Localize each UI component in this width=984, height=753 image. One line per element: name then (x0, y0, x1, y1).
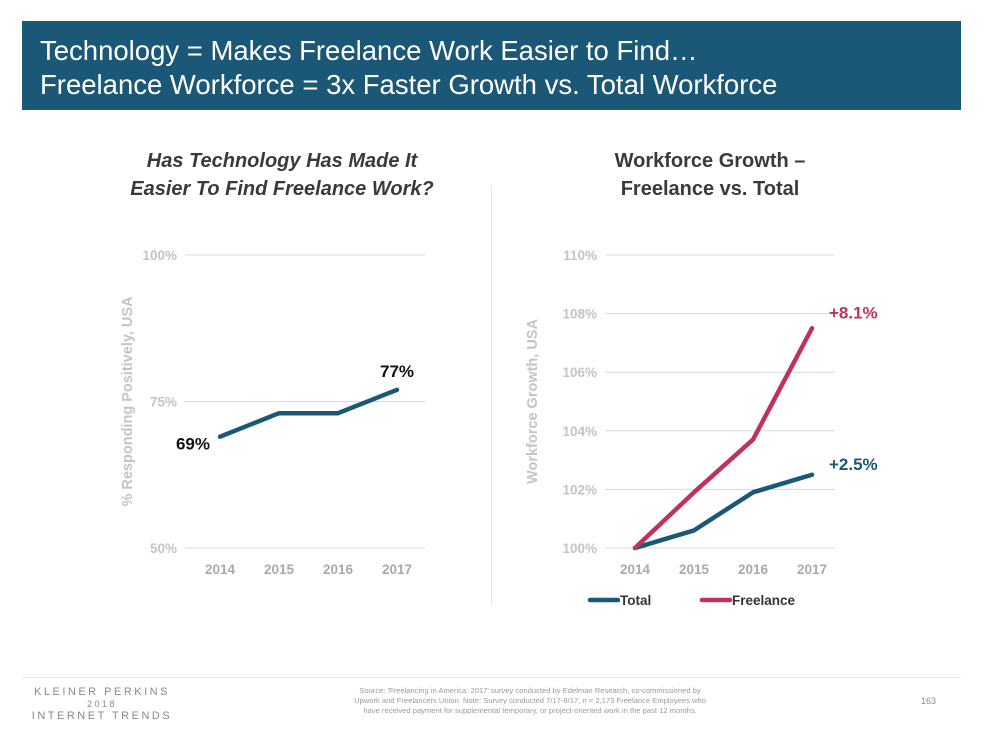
source-note: Source: 'Freelancing in America: 2017' s… (295, 686, 765, 716)
right-value-label-total: +2.5% (829, 455, 878, 474)
right-ytick-label: 110% (563, 248, 597, 263)
left-y-axis-label: % Responding Positively, USA (120, 296, 136, 507)
right-xtick-label: 2017 (797, 562, 827, 577)
right-value-label-freelance: +8.1% (829, 303, 878, 322)
legend-label-freelance: Freelance (732, 593, 796, 608)
right-chart-title-line-2: Freelance vs. Total (620, 178, 800, 200)
left-chart: 50% 75% 100% 2014 2015 2016 2017 % Responding P… (120, 248, 425, 577)
header-banner: Technology = Makes Freelance Work Easier… (22, 21, 961, 110)
left-ytick-label: 50% (150, 541, 177, 556)
right-y-axis-label: Workforce Growth, USA (525, 319, 541, 484)
brand-line-1: KLEINER PERKINS (34, 686, 170, 698)
left-chart-title: Has Technology Has Made It Easier To Fin… (92, 147, 472, 203)
brand-line-3: INTERNET TRENDS (31, 710, 173, 722)
header-line-2: Freelance Workforce = 3x Faster Growth v… (40, 69, 778, 100)
source-line-2: Upwork and Freelancers Union. Note: Surv… (354, 696, 706, 705)
left-xtick-label: 2014 (205, 562, 236, 577)
left-start-value-label: 69% (176, 435, 210, 454)
right-ytick-label: 100% (562, 541, 597, 556)
left-ytick-label: 75% (150, 395, 177, 410)
right-ytick-label: 108% (562, 307, 597, 322)
right-ytick-label: 104% (562, 424, 597, 439)
source-line-1: Source: 'Freelancing in America: 2017' s… (359, 686, 701, 695)
left-series-line-0 (217, 387, 400, 439)
right-xtick-label: 2016 (738, 562, 769, 577)
right-ytick-label: 106% (562, 365, 597, 380)
left-end-value-label: 77% (380, 362, 414, 381)
left-xtick-label: 2015 (264, 562, 295, 577)
footer-rule (22, 677, 961, 678)
left-xtick-label: 2016 (323, 562, 354, 577)
chart-divider (491, 185, 492, 605)
right-series-line-freelance (632, 326, 815, 551)
brand-line-2: 2018 (86, 699, 118, 709)
right-chart-title-line-1: Workforce Growth – (614, 150, 806, 172)
left-chart-title-line-1: Has Technology Has Made It (146, 150, 418, 172)
right-xtick-label: 2014 (620, 562, 651, 577)
legend-label-total: Total (620, 593, 651, 608)
right-chart: 100% 102% 104% 106% 108% 110% 2014 2015 2016 2017… (525, 248, 878, 608)
right-chart-title: Workforce Growth – Freelance vs. Total (530, 147, 890, 203)
source-line-3: have received payment for supplemental t… (363, 706, 697, 715)
right-xtick-label: 2015 (679, 562, 710, 577)
right-ytick-label: 102% (562, 482, 597, 497)
page-number: 163 (921, 696, 937, 706)
left-xtick-label: 2017 (382, 562, 412, 577)
right-series-line-total (632, 472, 815, 551)
header-line-1: Technology = Makes Freelance Work Easier… (40, 35, 698, 66)
left-chart-title-line-2: Easier To Find Freelance Work? (130, 178, 434, 200)
left-ytick-label: 100% (142, 248, 177, 263)
